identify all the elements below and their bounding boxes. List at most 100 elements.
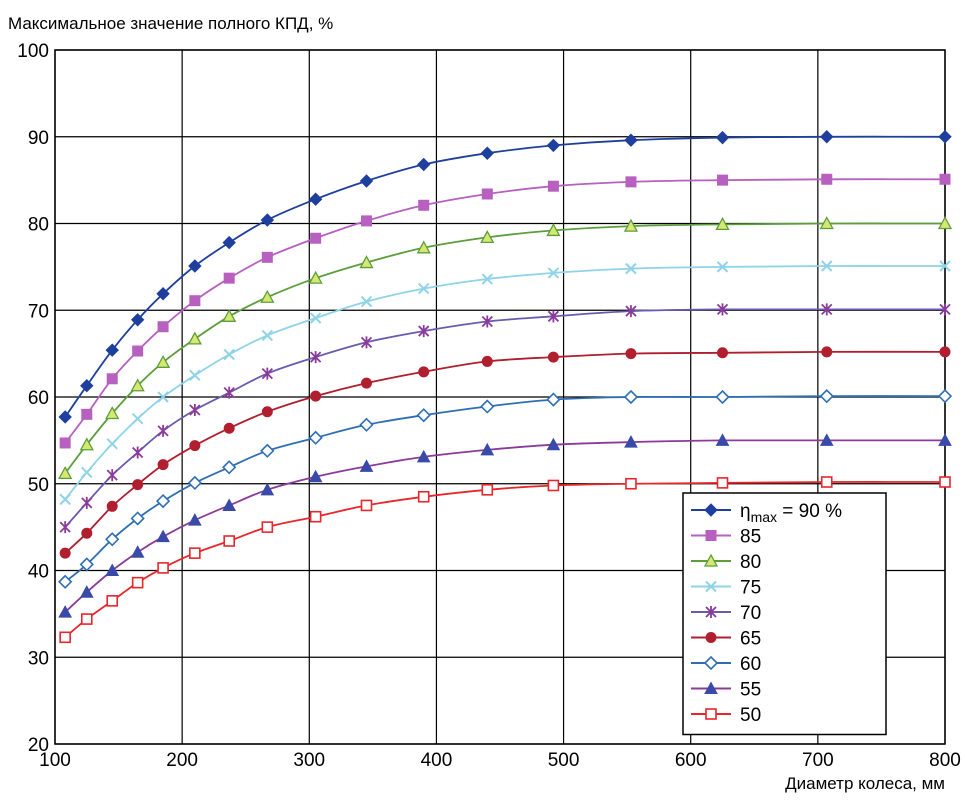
data-point bbox=[625, 477, 637, 490]
data-point bbox=[187, 475, 202, 491]
data-point bbox=[625, 305, 637, 318]
data-point bbox=[939, 346, 951, 358]
legend-item-50: 50 bbox=[691, 705, 761, 726]
data-point bbox=[132, 479, 144, 491]
data-point bbox=[157, 459, 169, 471]
data-point bbox=[223, 386, 235, 399]
data-point bbox=[623, 218, 639, 232]
data-point bbox=[157, 321, 169, 333]
data-point bbox=[132, 345, 144, 357]
data-point bbox=[105, 343, 119, 357]
data-point bbox=[939, 303, 951, 316]
data-point bbox=[189, 440, 201, 452]
y-axis-title: Максимальное значение полного КПД, % bbox=[8, 14, 333, 33]
data-point bbox=[105, 406, 120, 420]
data-point bbox=[359, 417, 374, 432]
data-point bbox=[416, 449, 431, 463]
legend-marker bbox=[705, 580, 717, 593]
data-point bbox=[481, 315, 493, 328]
legend-label: 55 bbox=[740, 680, 761, 701]
data-point bbox=[547, 267, 560, 279]
data-point bbox=[547, 351, 559, 363]
data-point bbox=[418, 282, 430, 295]
data-point bbox=[360, 295, 373, 308]
y-tick-label: 20 bbox=[28, 735, 49, 756]
data-point bbox=[939, 260, 951, 272]
data-point bbox=[59, 521, 71, 534]
series-90 bbox=[58, 130, 952, 424]
data-point bbox=[938, 130, 952, 144]
data-point bbox=[625, 348, 637, 360]
legend-label: 65 bbox=[740, 629, 761, 650]
data-point bbox=[308, 469, 323, 483]
legend-item-80: 80 bbox=[691, 552, 761, 573]
data-point bbox=[106, 469, 118, 482]
data-point bbox=[418, 325, 430, 338]
data-point bbox=[130, 313, 145, 327]
data-point bbox=[821, 346, 833, 358]
data-point bbox=[59, 493, 71, 506]
data-point bbox=[222, 235, 236, 250]
data-point bbox=[715, 389, 730, 405]
data-point bbox=[105, 532, 120, 547]
legend-label: 75 bbox=[740, 578, 761, 599]
data-point bbox=[547, 479, 560, 492]
data-point bbox=[359, 459, 374, 472]
data-point bbox=[156, 529, 170, 543]
y-tick-label: 100 bbox=[17, 41, 49, 62]
data-point bbox=[938, 433, 952, 446]
data-point bbox=[481, 484, 494, 496]
y-tick-label: 80 bbox=[28, 215, 49, 236]
series-85 bbox=[59, 173, 951, 449]
data-point bbox=[79, 557, 94, 572]
data-point bbox=[58, 574, 73, 589]
data-point bbox=[715, 130, 730, 145]
data-point bbox=[418, 366, 430, 378]
data-point bbox=[105, 563, 120, 576]
legend-item-90: ηmax = 90 % bbox=[691, 501, 842, 525]
data-point bbox=[155, 354, 171, 368]
data-point bbox=[260, 213, 275, 227]
data-point bbox=[130, 378, 145, 392]
data-point bbox=[481, 273, 493, 285]
data-point bbox=[480, 399, 495, 414]
data-point bbox=[547, 310, 560, 323]
x-tick-label: 200 bbox=[166, 750, 198, 771]
legend-marker bbox=[704, 503, 718, 517]
legend-marker bbox=[703, 655, 719, 671]
data-point bbox=[261, 406, 273, 418]
data-point bbox=[716, 261, 729, 273]
data-point bbox=[820, 476, 833, 488]
data-point bbox=[131, 412, 144, 425]
data-point bbox=[81, 466, 93, 479]
data-point bbox=[187, 331, 202, 345]
data-point bbox=[106, 373, 118, 385]
data-point bbox=[309, 312, 322, 324]
series-50 bbox=[59, 476, 951, 644]
data-point bbox=[546, 223, 561, 237]
legend-label: 80 bbox=[740, 552, 761, 573]
legend-item-65: 65 bbox=[691, 629, 761, 650]
data-point bbox=[481, 355, 493, 367]
legend-label: ηmax = 90 % bbox=[740, 501, 842, 525]
data-point bbox=[418, 199, 430, 211]
x-tick-label: 800 bbox=[929, 750, 961, 771]
data-point bbox=[625, 176, 637, 188]
data-point bbox=[80, 613, 93, 625]
data-point bbox=[819, 389, 834, 404]
data-point bbox=[821, 173, 833, 185]
legend-label: 50 bbox=[740, 705, 761, 726]
data-point bbox=[157, 391, 169, 403]
data-point bbox=[308, 192, 323, 206]
data-point bbox=[188, 259, 202, 273]
data-point bbox=[625, 262, 637, 275]
data-point bbox=[546, 392, 561, 407]
tick-labels: 100 200 300 400 500 600 700 800 20 30 40 50 60 70 80 90… bbox=[17, 41, 961, 771]
data-point bbox=[79, 437, 94, 451]
y-tick-label: 60 bbox=[28, 388, 49, 409]
legend-marker bbox=[703, 553, 719, 567]
x-tick-label: 400 bbox=[421, 750, 453, 771]
data-point bbox=[130, 545, 145, 558]
data-point bbox=[939, 476, 951, 488]
